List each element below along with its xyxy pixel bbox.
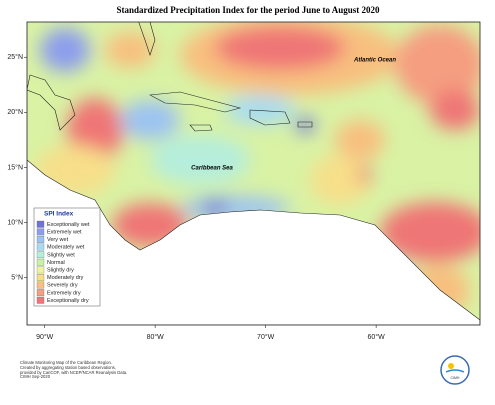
lat-label: 20°N (7, 108, 23, 116)
lon-label: 60°W (368, 333, 386, 341)
legend-label: Normal (47, 260, 65, 266)
legend-swatch (36, 281, 45, 289)
lat-label: 15°N (7, 163, 23, 171)
legend-label: Slightly dry (47, 267, 74, 273)
logo-text: CIMH (451, 376, 460, 380)
legend-label: Moderately wet (47, 245, 85, 251)
legend-label: Severely dry (47, 283, 78, 289)
place-label: Caribbean Sea (191, 166, 233, 172)
lon-label: 90°W (36, 333, 54, 341)
legend-swatch (36, 236, 45, 243)
legend-swatch (36, 266, 45, 274)
legend-label: Exceptionally dry (47, 298, 89, 304)
legend-label: Extremely dry (47, 290, 81, 296)
legend-label: Extremely wet (47, 229, 82, 235)
footer-line: Created by aggregating station based obs… (20, 365, 116, 370)
legend-swatch (36, 274, 45, 281)
legend-label: Very wet (47, 237, 69, 243)
map-frame (26, 21, 481, 326)
legend-swatch (36, 258, 45, 266)
credit: CIMH Sep-2020 (20, 374, 51, 379)
lat-label: 10°N (7, 218, 23, 226)
lat-label: 25°N (7, 53, 23, 61)
legend-swatch (36, 251, 45, 259)
title: Standardized Precipitation Index for the… (117, 5, 380, 15)
footer-line: Climate Monitoring Map of the Caribbean … (20, 360, 112, 365)
legend-swatch (36, 289, 45, 297)
lon-label: 70°W (257, 333, 275, 341)
footer-line: provided by CariCOF, with NCEP/NCAR Rean… (20, 370, 127, 375)
legend-box (33, 207, 101, 307)
place-label: Atlantic Ocean (353, 58, 396, 64)
legend-swatch (36, 228, 45, 236)
legend-swatch (36, 220, 45, 228)
legend-swatch (36, 296, 45, 304)
legend-label: Slightly wet (47, 252, 75, 258)
legend-swatch (36, 243, 45, 251)
spi-field (27, 22, 480, 325)
legend-label: Exceptionally wet (47, 222, 90, 228)
lon-label: 80°W (147, 333, 165, 341)
legend-label: Moderately dry (47, 275, 84, 281)
logo-wave (445, 369, 465, 373)
logo-sun (448, 363, 454, 369)
legend-title: SPI Index (44, 211, 74, 218)
lat-label: 5°N (11, 273, 23, 281)
